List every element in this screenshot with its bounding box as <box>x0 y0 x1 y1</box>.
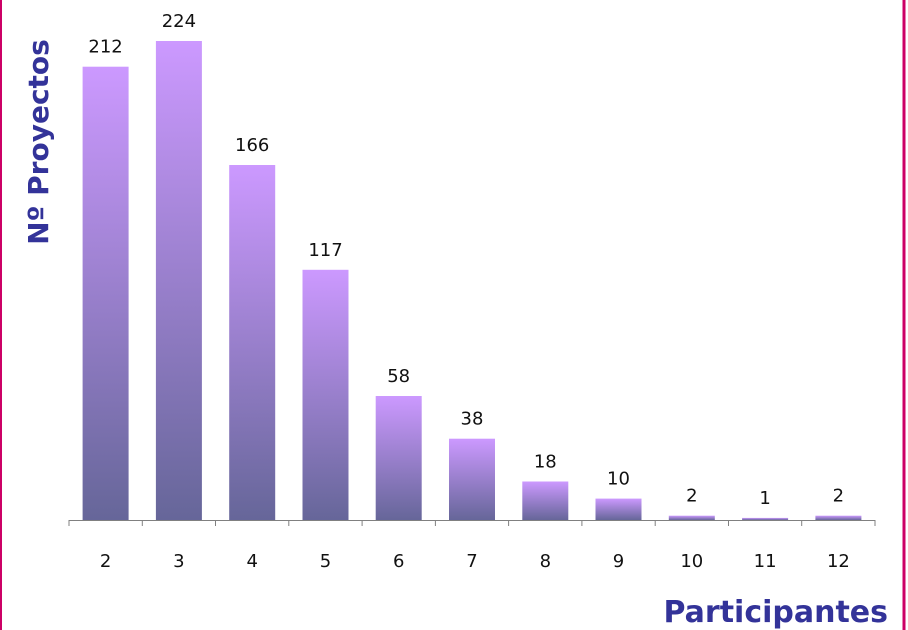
data-label-2: 212 <box>88 37 122 58</box>
x-tick-label-11: 11 <box>754 551 777 572</box>
bar-3 <box>155 41 202 520</box>
x-tick-label-12: 12 <box>827 551 850 572</box>
x-tick-label-3: 3 <box>173 551 184 572</box>
data-label-12: 2 <box>833 486 844 507</box>
data-label-3: 224 <box>162 11 196 32</box>
x-tick-label-6: 6 <box>393 551 404 572</box>
bar-10 <box>668 515 715 520</box>
data-label-4: 166 <box>235 135 269 156</box>
x-tick-label-7: 7 <box>466 551 477 572</box>
x-tick-label-10: 10 <box>680 551 703 572</box>
y-axis-title: Nº Proyectos <box>22 39 55 245</box>
x-axis: 2 3 4 5 6 7 8 9 10 11 12 <box>68 520 876 572</box>
bar-2 <box>82 66 129 520</box>
data-label-7: 38 <box>461 409 484 430</box>
data-label-9: 10 <box>607 469 630 490</box>
x-tick-label-2: 2 <box>100 551 111 572</box>
x-tick-label-5: 5 <box>320 551 331 572</box>
x-tick-label-9: 9 <box>613 551 624 572</box>
data-label-5: 117 <box>308 240 342 261</box>
bar-12 <box>815 515 862 520</box>
data-label-6: 58 <box>387 366 410 387</box>
x-tick-label-4: 4 <box>246 551 257 572</box>
bar-5 <box>302 269 349 520</box>
bar-4 <box>229 165 276 520</box>
bar-8 <box>522 481 569 520</box>
bar-11 <box>742 517 789 520</box>
x-tick-label-8: 8 <box>540 551 551 572</box>
bar-7 <box>449 438 495 520</box>
data-label-8: 18 <box>534 452 557 473</box>
x-axis-title: Participantes <box>663 595 888 630</box>
bar-9 <box>595 498 642 520</box>
data-label-10: 2 <box>686 486 697 507</box>
data-label-11: 1 <box>759 488 770 509</box>
bar-6 <box>375 396 422 520</box>
bars-group <box>82 41 862 520</box>
